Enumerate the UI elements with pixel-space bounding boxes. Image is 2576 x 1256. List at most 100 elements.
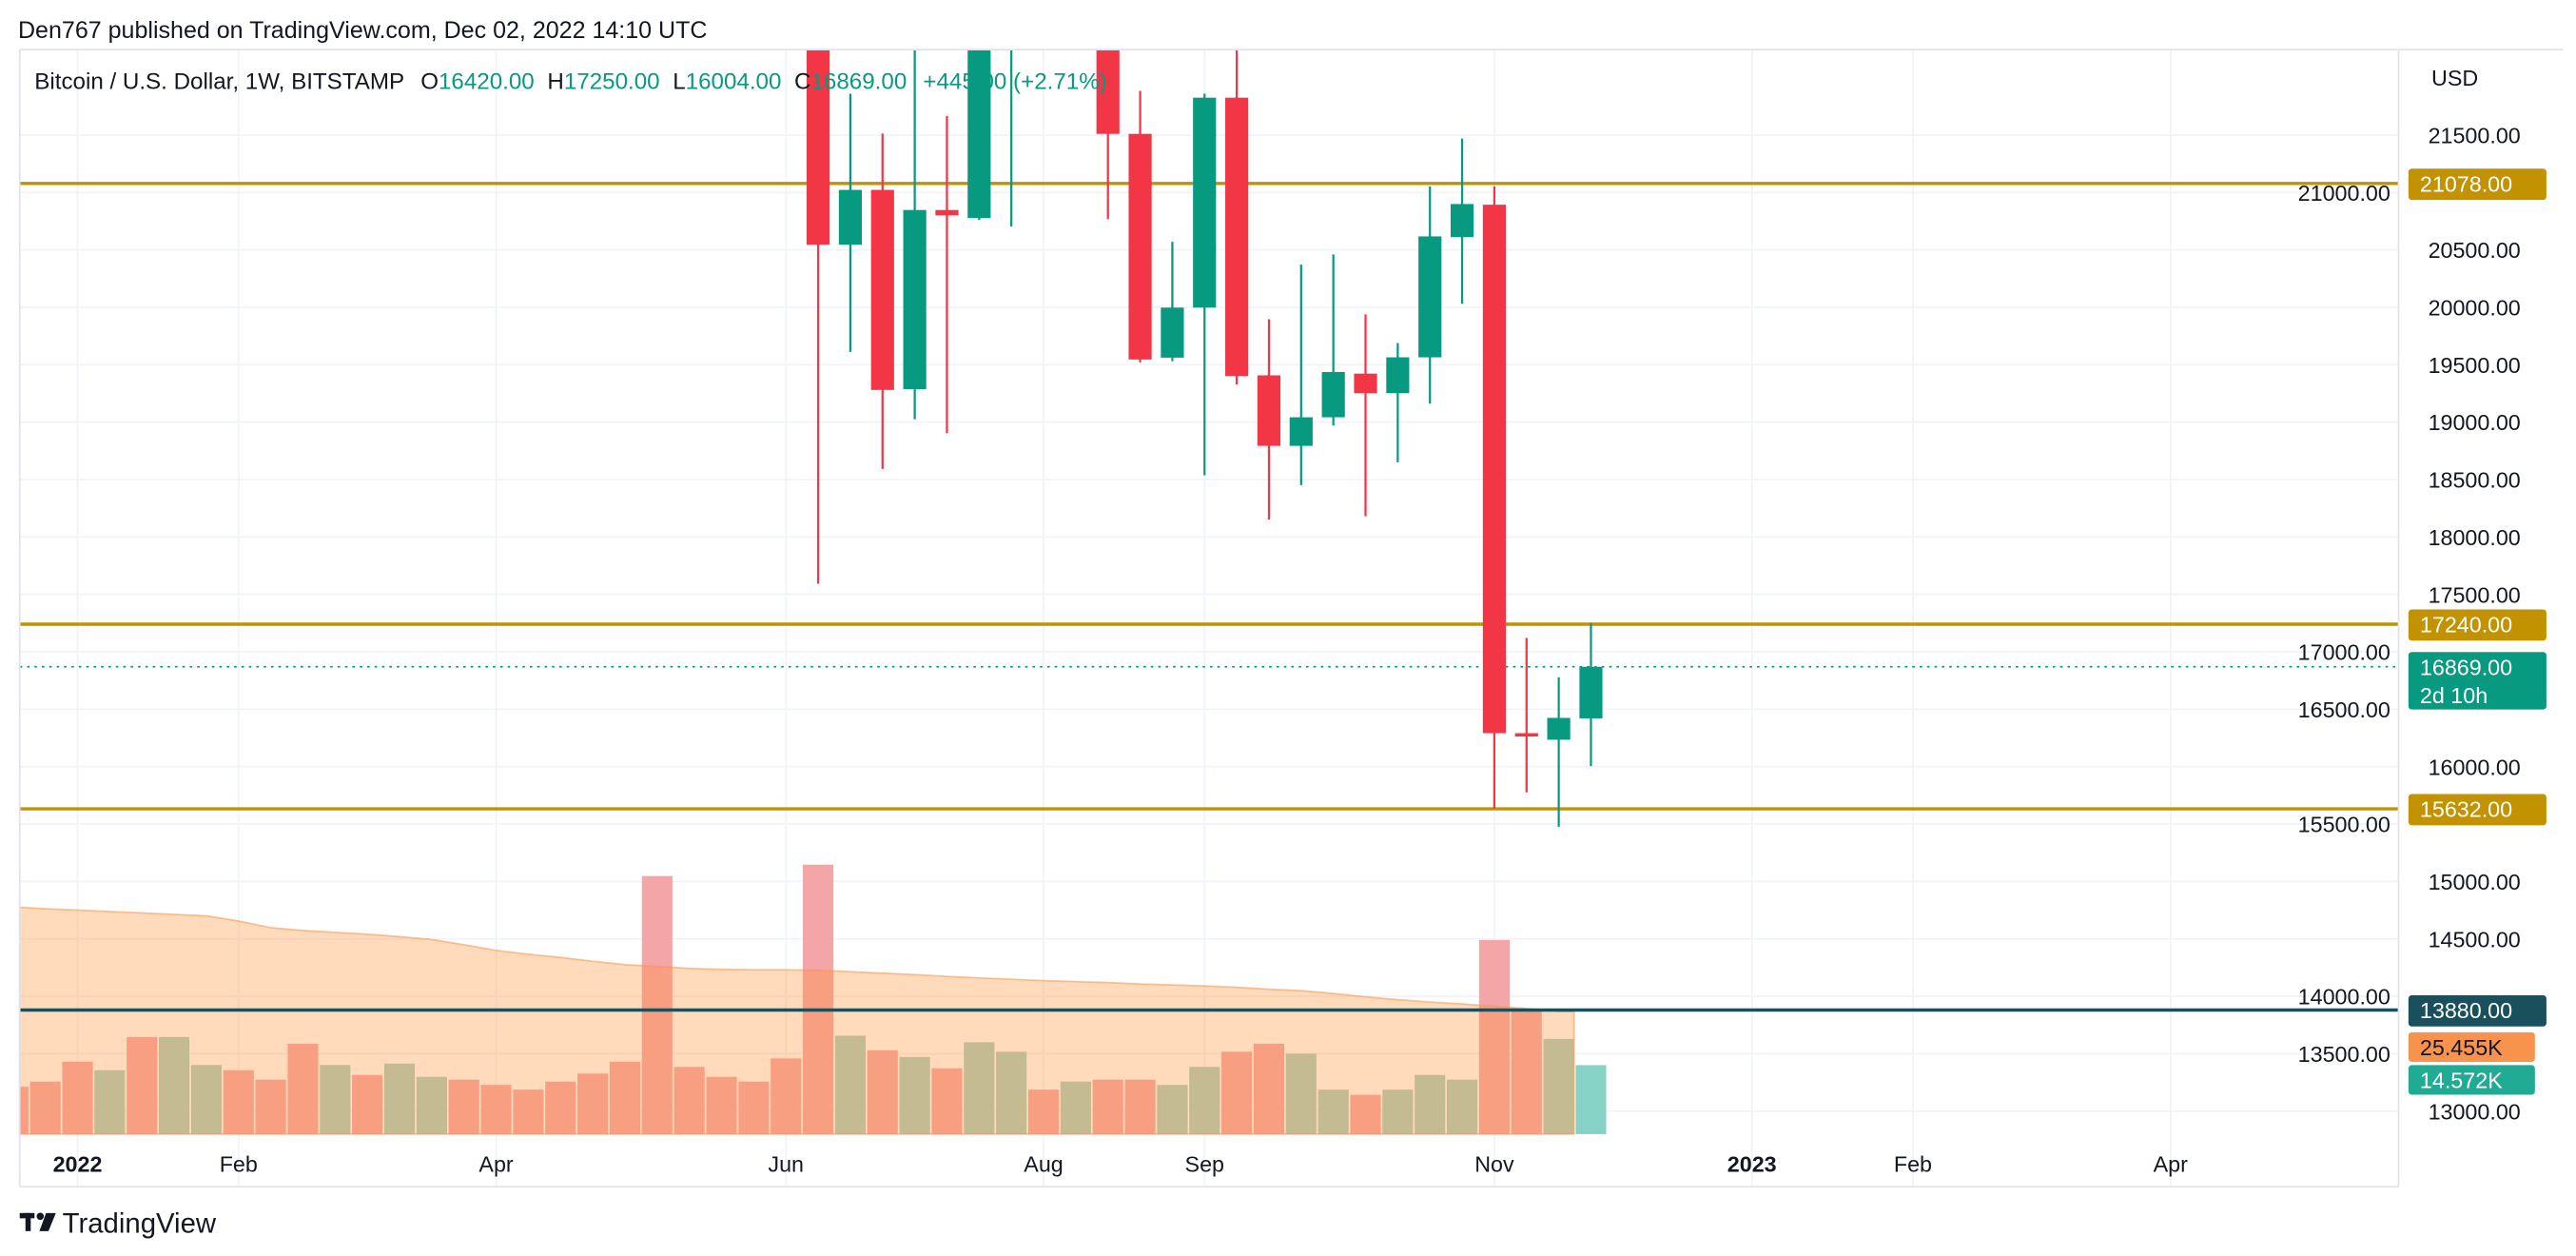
last-price-badge: 16869.00 2d 10h [2408, 652, 2547, 710]
volume-badge: 14.572K [2408, 1065, 2535, 1095]
level-badge-bg [2408, 609, 2547, 641]
level-badge: 21078.00 [2408, 168, 2547, 201]
volume-bar [29, 1081, 61, 1134]
candle-body [967, 49, 991, 219]
volume-bar [383, 1063, 416, 1134]
price-tick-label: 16000.00 [2429, 755, 2521, 779]
candle [935, 115, 959, 434]
candles [806, 49, 1603, 827]
candle [1386, 343, 1410, 462]
candle-body [1193, 97, 1217, 308]
candle [1096, 49, 1120, 220]
volume-bar [803, 864, 834, 1134]
time-tick-label: Apr [478, 1152, 513, 1177]
level-badge: 13880.00 [2408, 994, 2547, 1027]
volume-bar [94, 1070, 126, 1134]
candle-body [1354, 373, 1377, 394]
price-tick-label: 14500.00 [2429, 927, 2521, 952]
time-tick-label: Feb [220, 1152, 258, 1177]
price-tick-label: 14000.00 [2298, 985, 2391, 1010]
volume-bar [127, 1036, 158, 1134]
volume-ma-area [18, 906, 1575, 1135]
tradingview-logo-icon [19, 1212, 56, 1231]
candle [1289, 265, 1313, 485]
price-tick-label: 18500.00 [2429, 468, 2521, 493]
volume-bar [1060, 1081, 1091, 1134]
volume-bar [706, 1076, 737, 1134]
volume-badge-bg [2408, 1065, 2535, 1095]
candle-body [1450, 204, 1474, 238]
last-price-badge-text: 16869.00 [2420, 655, 2512, 679]
volume-bar [771, 1058, 802, 1134]
price-tick-label: 16500.00 [2298, 697, 2391, 722]
time-tick-label: Sep [1185, 1152, 1224, 1177]
candle [838, 93, 863, 352]
volume-bar [1511, 1011, 1542, 1134]
volume-bar [1221, 1051, 1253, 1134]
last-price-badge-text: 2d 10h [2420, 683, 2488, 708]
candle [1450, 138, 1474, 304]
volume-bar [1253, 1043, 1285, 1134]
currency-label: USD [2431, 66, 2478, 90]
candle-body [1128, 133, 1152, 360]
candle-body [1418, 236, 1442, 358]
volume-bar [320, 1065, 351, 1134]
volume-bar [1478, 939, 1510, 1134]
volume-bar [1189, 1067, 1220, 1134]
candle-body [935, 209, 959, 216]
level-badge-text: 13880.00 [2420, 998, 2512, 1023]
candle-body [870, 189, 894, 390]
price-tick-label: 19500.00 [2429, 353, 2521, 378]
candle [967, 49, 991, 221]
price-tick-label: 19000.00 [2429, 410, 2521, 435]
candle-body [1257, 375, 1281, 446]
volume-bar [931, 1068, 963, 1134]
horizontal-levels [19, 182, 2399, 1012]
open-value: 16420.00 [439, 69, 535, 95]
candle [1193, 93, 1217, 476]
tradingview-logo[interactable]: TradingView [19, 1208, 217, 1240]
candle-body [1321, 371, 1345, 418]
volume-bar [641, 875, 673, 1134]
level-badge-bg [2408, 794, 2547, 826]
candle-body [1225, 97, 1249, 377]
candle-body [903, 209, 927, 389]
level-badge-bg [2408, 168, 2547, 201]
close-value: 16869.00 [811, 69, 907, 95]
volume-bar [352, 1074, 383, 1134]
volume-bar [1092, 1079, 1123, 1134]
candle [1547, 677, 1571, 827]
price-tick-label: 13000.00 [2429, 1099, 2521, 1124]
volume-bar [899, 1056, 930, 1134]
time-tick-label: 2023 [1727, 1152, 1777, 1177]
volume-bar [964, 1042, 995, 1134]
volume-bars [19, 864, 1607, 1134]
candle [1128, 90, 1152, 363]
price-axis[interactable]: 21500.00 21000.00 20500.00 20000.00 19500.00… [2298, 124, 2521, 1125]
volume-bar [159, 1036, 190, 1134]
level-badge: 17240.00 [2408, 609, 2547, 641]
candle-body [1514, 733, 1538, 737]
volume-bar [19, 1087, 29, 1134]
volume-bar [513, 1089, 544, 1134]
volume-bar [1157, 1085, 1188, 1134]
tradingview-logo-text: TradingView [63, 1208, 217, 1240]
open-label: O [420, 69, 439, 95]
time-axis[interactable]: 2022 Feb Apr Jun Aug Sep Nov 2023 Feb Apr [53, 1152, 2189, 1177]
published-by: Den767 published on TradingView.com, Dec… [18, 17, 708, 44]
candle [1418, 186, 1442, 404]
volume-bar [673, 1067, 705, 1134]
change-value: +445.00 (+2.71%) [923, 69, 1106, 95]
volume-bar [545, 1081, 576, 1134]
candle [1161, 242, 1184, 362]
volume-ma-badge-text: 25.455K [2420, 1035, 2503, 1060]
volume-bar [867, 1050, 898, 1134]
candle-body [1289, 417, 1313, 446]
price-tick-label: 15500.00 [2298, 813, 2391, 837]
candle [1482, 186, 1507, 809]
candle [903, 49, 927, 420]
volume-bar [1447, 1079, 1478, 1134]
candle [1514, 638, 1538, 793]
volume-bar [1350, 1094, 1381, 1134]
